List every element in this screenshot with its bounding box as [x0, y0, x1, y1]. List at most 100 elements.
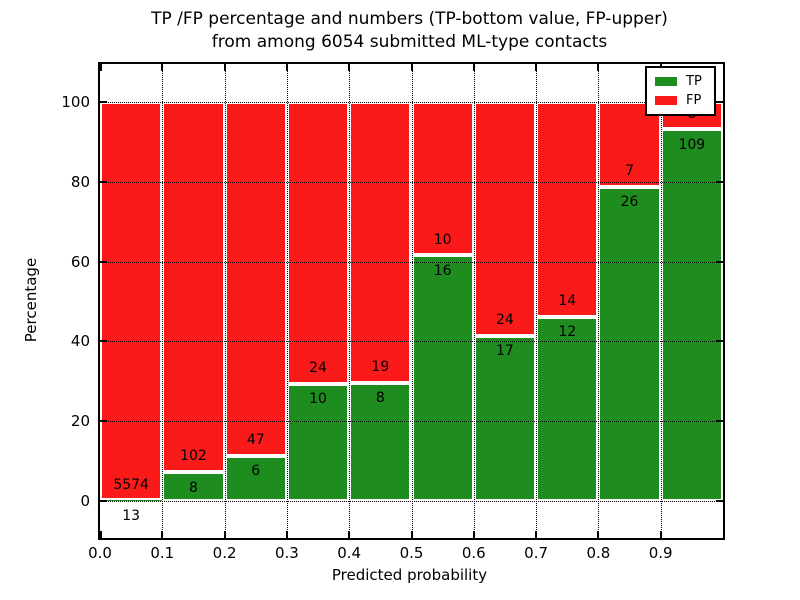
legend-item-tp: TP — [647, 72, 714, 91]
x-tick-bottom — [659, 531, 662, 538]
x-tick-top — [100, 64, 102, 71]
y-tick-left — [100, 101, 107, 103]
x-tick-label: 0.7 — [524, 544, 549, 562]
bar-tp-segment — [598, 186, 661, 501]
chart-title-line2: from among 6054 submitted ML-type contac… — [211, 32, 608, 52]
bar-fp-segment — [162, 102, 225, 472]
bar-tp-segment — [473, 335, 537, 501]
y-axis-label: Percentage — [22, 257, 40, 343]
tp-count-label: 13 — [122, 507, 141, 524]
x-gridline — [224, 64, 226, 538]
x-gridline — [411, 64, 413, 538]
bar-tp-segment — [536, 316, 599, 501]
x-gridline — [286, 64, 288, 538]
bar-fp-segment — [100, 102, 163, 501]
x-tick-label: 0.4 — [337, 544, 362, 562]
y-tick-left — [100, 500, 107, 502]
x-tick-bottom — [223, 531, 226, 538]
y-tick-right — [716, 260, 723, 263]
x-tick-bottom — [410, 531, 413, 538]
x-tick-top — [285, 64, 288, 71]
legend: TP FP — [645, 66, 716, 116]
bar-fp-segment — [286, 102, 350, 384]
legend-item-fp: FP — [647, 91, 714, 110]
chart-title-line1: TP /FP percentage and numbers (TP-bottom… — [151, 9, 668, 29]
tp-swatch-icon — [655, 77, 677, 86]
bar-tp-segment — [224, 455, 287, 501]
x-tick-top — [597, 64, 600, 71]
tp-count-label: 26 — [620, 194, 639, 211]
y-tick-label: 60 — [70, 252, 90, 271]
x-tick-top — [161, 64, 164, 71]
fp-count-label: 24 — [496, 311, 514, 328]
y-tick-left — [100, 420, 107, 423]
x-gridline — [660, 64, 662, 538]
x-gridline — [598, 64, 600, 538]
y-tick-label: 0 — [80, 492, 90, 510]
x-tick-bottom — [348, 531, 351, 538]
x-tick-label: 0.3 — [274, 544, 299, 562]
x-tick-label: 0.2 — [212, 544, 237, 562]
y-tick-label: 100 — [61, 93, 90, 111]
x-tick-label: 0.8 — [586, 544, 611, 562]
bar-fp-segment — [536, 102, 599, 317]
x-tick-bottom — [161, 531, 164, 538]
tp-count-label: 12 — [558, 324, 577, 341]
fp-count-label: 14 — [558, 293, 577, 310]
chart-title: TP /FP percentage and numbers (TP-bottom… — [98, 8, 721, 54]
y-tick-right — [716, 420, 723, 423]
bar-fp-segment — [598, 102, 661, 187]
x-tick-label: 0.1 — [150, 544, 175, 562]
x-axis-label: Predicted probability — [331, 566, 488, 584]
bar-fp-segment — [349, 102, 412, 383]
fp-swatch-icon — [655, 96, 677, 105]
tp-count-label: 8 — [375, 390, 385, 407]
x-tick-top — [472, 64, 475, 71]
legend-label: FP — [686, 93, 702, 108]
x-tick-bottom — [535, 531, 538, 538]
bar-tp-segment — [411, 255, 474, 501]
x-tick-bottom — [285, 531, 288, 538]
bar-tp-segment — [162, 471, 225, 501]
tp-count-label: 6 — [251, 463, 261, 480]
bar-tp-segment — [349, 382, 412, 501]
fp-count-label: 10 — [433, 231, 452, 248]
fp-count-label: 47 — [246, 432, 265, 449]
x-gridline — [473, 64, 475, 538]
x-tick-label: 0.5 — [399, 544, 424, 562]
bar-fp-segment — [411, 102, 474, 256]
bar-tp-segment — [286, 383, 350, 501]
x-tick-label: 0.9 — [648, 544, 673, 562]
y-tick-right — [716, 180, 723, 183]
y-tick-label: 20 — [70, 412, 90, 431]
x-tick-top — [410, 64, 413, 71]
bar-tp-segment — [100, 500, 163, 501]
x-tick-bottom — [472, 531, 475, 538]
x-gridline — [536, 64, 538, 538]
fp-count-label: 7 — [625, 163, 635, 180]
y-tick-left — [100, 340, 107, 343]
tp-count-label: 10 — [309, 391, 327, 408]
y-tick-right — [716, 500, 723, 502]
x-tick-top — [223, 64, 226, 71]
fp-count-label: 102 — [180, 448, 207, 465]
plot-area: 557413102847624101981016241714127268109 — [98, 62, 725, 540]
x-tick-label: 0.6 — [461, 544, 486, 562]
y-tick-label: 40 — [70, 332, 90, 351]
y-tick-left — [100, 180, 107, 183]
x-gridline — [349, 64, 351, 538]
y-tick-left — [100, 260, 107, 263]
y-tick-label: 80 — [70, 172, 90, 191]
x-tick-bottom — [100, 531, 102, 538]
bar-fp-segment — [473, 102, 537, 336]
bar-fp-segment — [224, 102, 287, 456]
fp-count-label: 19 — [371, 359, 390, 376]
tp-count-label: 8 — [188, 479, 198, 496]
x-tick-top — [348, 64, 351, 71]
tp-count-label: 17 — [496, 343, 514, 360]
fp-count-label: 24 — [309, 360, 327, 377]
x-tick-top — [535, 64, 538, 71]
tp-count-label: 109 — [678, 136, 706, 153]
bar-tp-segment — [660, 129, 723, 501]
